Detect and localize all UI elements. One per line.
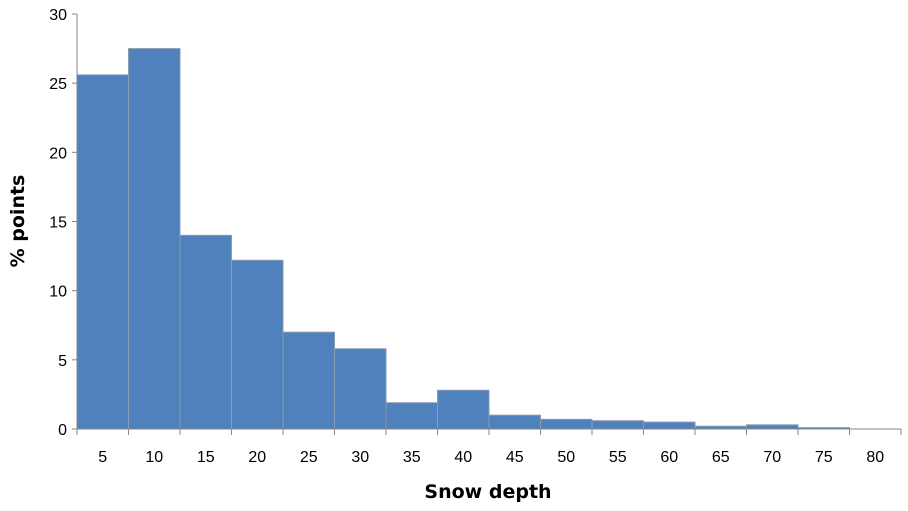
y-tick-label: 25 [49, 76, 67, 93]
x-tick-label: 75 [815, 449, 833, 466]
y-tick-label: 10 [49, 284, 67, 301]
x-tick-label: 35 [403, 449, 421, 466]
y-tick-label: 30 [49, 7, 67, 24]
bar-40 [437, 389, 490, 430]
x-tick-label: 50 [557, 449, 575, 466]
bar-25 [282, 331, 335, 430]
x-tick-label: 5 [98, 449, 107, 466]
bar-20 [231, 259, 284, 430]
bar-10 [128, 48, 181, 430]
bar-70 [746, 424, 799, 430]
bar-55 [591, 420, 644, 430]
x-ticks-group: 5 10 15 20 25 30 35 40 45 50 55 60 65 70 75 80 [76, 429, 902, 466]
bar-60 [643, 421, 696, 430]
bar-5 [76, 74, 129, 430]
x-tick-label: 60 [660, 449, 678, 466]
y-tick-label: 20 [49, 145, 67, 162]
y-tick-label: 0 [58, 422, 67, 439]
y-ticks-group: 0 5 10 15 20 25 30 [49, 7, 77, 439]
bar-35 [385, 402, 438, 430]
bar-50 [540, 418, 593, 430]
bar-15 [179, 234, 232, 430]
x-axis-title: Snow depth [424, 481, 551, 503]
y-tick-label: 5 [58, 353, 67, 370]
x-tick-label: 55 [609, 449, 627, 466]
x-tick-label: 40 [454, 449, 472, 466]
x-tick-label: 25 [300, 449, 318, 466]
bars-group [76, 48, 850, 430]
y-axis-title: % points [7, 175, 29, 268]
x-tick-label: 10 [145, 449, 163, 466]
bar-45 [488, 414, 541, 430]
x-tick-label: 15 [197, 449, 215, 466]
bar-30 [334, 348, 387, 430]
y-tick-label: 15 [49, 215, 67, 232]
x-tick-label: 45 [506, 449, 524, 466]
x-tick-label: 20 [248, 449, 266, 466]
x-tick-label: 80 [866, 449, 884, 466]
x-tick-label: 30 [351, 449, 369, 466]
x-tick-label: 65 [712, 449, 730, 466]
x-tick-label: 70 [763, 449, 781, 466]
